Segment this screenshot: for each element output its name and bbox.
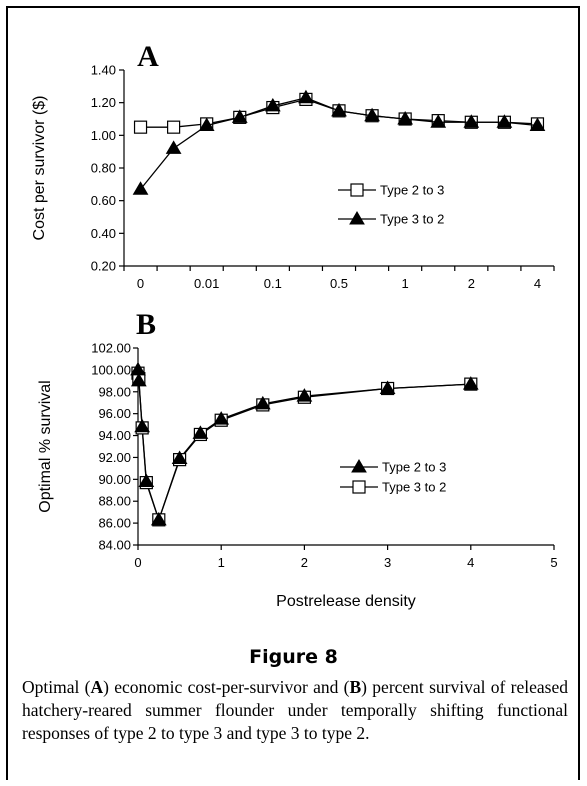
legend-marker — [349, 211, 365, 225]
caption-panel-a: A — [90, 677, 104, 697]
data-point-a — [264, 97, 281, 112]
data-point-a — [167, 120, 181, 134]
series-line-b — [137, 369, 471, 522]
y-tick-label-a: 0.60 — [91, 193, 116, 208]
data-point-a — [496, 114, 513, 128]
data-point-b — [462, 376, 479, 390]
y-tick-label-b: 94.00 — [98, 428, 131, 443]
data-point-b — [296, 388, 313, 402]
y-tick-label-a: 0.80 — [91, 161, 116, 176]
x-tick-label-b: 0 — [134, 555, 141, 570]
y-tick-label-a: 0.40 — [91, 226, 116, 241]
y-tick-label-b: 88.00 — [98, 494, 131, 509]
y-axis-title-b: Optimal % survival — [37, 380, 54, 512]
x-tick-label-a: 0.5 — [330, 276, 348, 291]
y-axis-title-a: Cost per survivor ($) — [31, 96, 48, 241]
data-point-a — [133, 120, 148, 134]
x-tick-label-b: 2 — [301, 555, 308, 570]
y-tick-label-a: 1.00 — [91, 128, 116, 143]
x-tick-label-b: 5 — [550, 555, 557, 570]
legend-marker — [352, 480, 366, 494]
y-tick-label-b: 98.00 — [98, 384, 131, 399]
data-point-a — [397, 111, 414, 125]
x-tick-label-b: 1 — [218, 555, 225, 570]
caption-panel-b: B — [349, 677, 362, 697]
y-tick-label-b: 100.00 — [91, 362, 131, 377]
data-point-a — [231, 109, 248, 123]
data-point-a — [298, 89, 314, 104]
data-point-b — [379, 380, 396, 394]
legend-marker — [351, 459, 367, 473]
y-tick-label-b: 92.00 — [98, 450, 131, 465]
x-tick-label-a: 1 — [402, 276, 409, 291]
legend-marker — [350, 183, 364, 197]
data-point-a — [132, 181, 149, 195]
legend-label: Type 3 to 2 — [380, 212, 444, 227]
y-tick-label-b: 102.00 — [91, 341, 131, 356]
data-point-b — [130, 372, 147, 387]
legend-label: Type 2 to 3 — [382, 460, 446, 475]
figure-charts: A 0.20 0.40 0.60 0.80 1.00 1.20 1.40 0 0.01 0.1 0.5… — [31, 40, 558, 610]
data-point-a — [331, 102, 347, 117]
caption-part: Optimal ( — [22, 677, 91, 697]
data-point-a — [198, 117, 215, 132]
data-point-a — [165, 140, 182, 154]
data-point-b — [150, 511, 167, 526]
y-tick-label-a: 0.20 — [91, 259, 116, 274]
y-tick-label-a: 1.20 — [91, 95, 116, 110]
x-tick-label-a: 2 — [468, 276, 475, 291]
data-point-a — [463, 114, 480, 128]
x-tick-label-a: 0.1 — [264, 276, 282, 291]
figure-frame — [6, 6, 580, 780]
data-point-b — [138, 473, 155, 488]
x-tick-label-a: 0 — [137, 276, 144, 291]
caption-part: ) percent survival of released hatchery-… — [22, 677, 568, 743]
panel-label-b: B — [136, 308, 156, 341]
data-point-b — [192, 425, 209, 439]
data-point-b — [171, 450, 188, 465]
x-tick-label-a: 4 — [534, 276, 541, 291]
data-point-a — [430, 114, 447, 128]
caption-part: ) economic cost-per-survivor and ( — [103, 677, 350, 697]
x-tick-label-b: 4 — [467, 555, 474, 570]
y-tick-label-b: 86.00 — [98, 516, 131, 531]
y-tick-label-b: 96.00 — [98, 406, 131, 421]
x-tick-label-a: 0.01 — [194, 276, 219, 291]
panel-label-a: A — [137, 40, 159, 73]
x-tick-label-b: 3 — [384, 555, 391, 570]
data-point-b — [254, 395, 271, 410]
legend-label: Type 2 to 3 — [380, 183, 444, 198]
x-axis-title-b: Postrelease density — [276, 593, 416, 610]
legend-label: Type 3 to 2 — [382, 480, 446, 495]
data-point-b — [213, 411, 230, 425]
figure-caption: Optimal (A) economic cost-per-survivor a… — [22, 676, 568, 745]
data-point-a — [364, 107, 380, 122]
y-tick-label-b: 84.00 — [98, 538, 131, 553]
y-tick-label-b: 90.00 — [98, 472, 131, 487]
y-tick-label-a: 1.40 — [91, 63, 116, 78]
figure-label: Figure 8 — [249, 646, 338, 668]
data-point-b — [134, 418, 151, 433]
data-point-a — [529, 117, 546, 132]
